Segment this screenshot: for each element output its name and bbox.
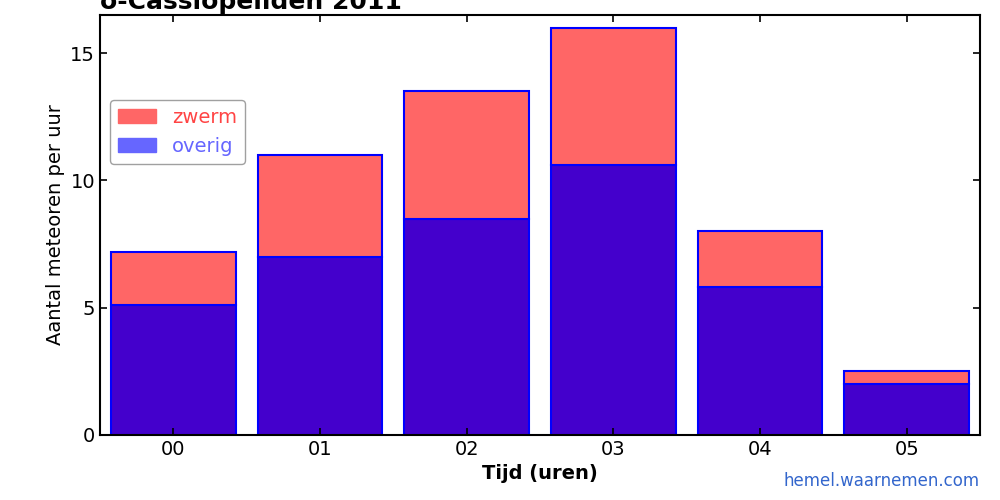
Legend: zwerm, overig: zwerm, overig — [110, 100, 245, 164]
Bar — [404, 218, 529, 435]
Bar — [551, 28, 676, 165]
Bar — [404, 92, 529, 218]
Bar — [698, 288, 822, 435]
Text: δ-Cassiopeiiden 2011: δ-Cassiopeiiden 2011 — [100, 0, 402, 14]
X-axis label: Tijd (uren): Tijd (uren) — [482, 464, 598, 483]
Bar — [111, 252, 236, 305]
Bar — [258, 257, 382, 435]
Bar — [258, 155, 382, 257]
Bar — [844, 372, 969, 384]
Bar — [698, 232, 822, 287]
Bar — [551, 165, 676, 435]
Text: hemel.waarnemen.com: hemel.waarnemen.com — [784, 472, 980, 490]
Bar — [111, 305, 236, 435]
Y-axis label: Aantal meteoren per uur: Aantal meteoren per uur — [46, 104, 65, 346]
Bar — [844, 384, 969, 435]
